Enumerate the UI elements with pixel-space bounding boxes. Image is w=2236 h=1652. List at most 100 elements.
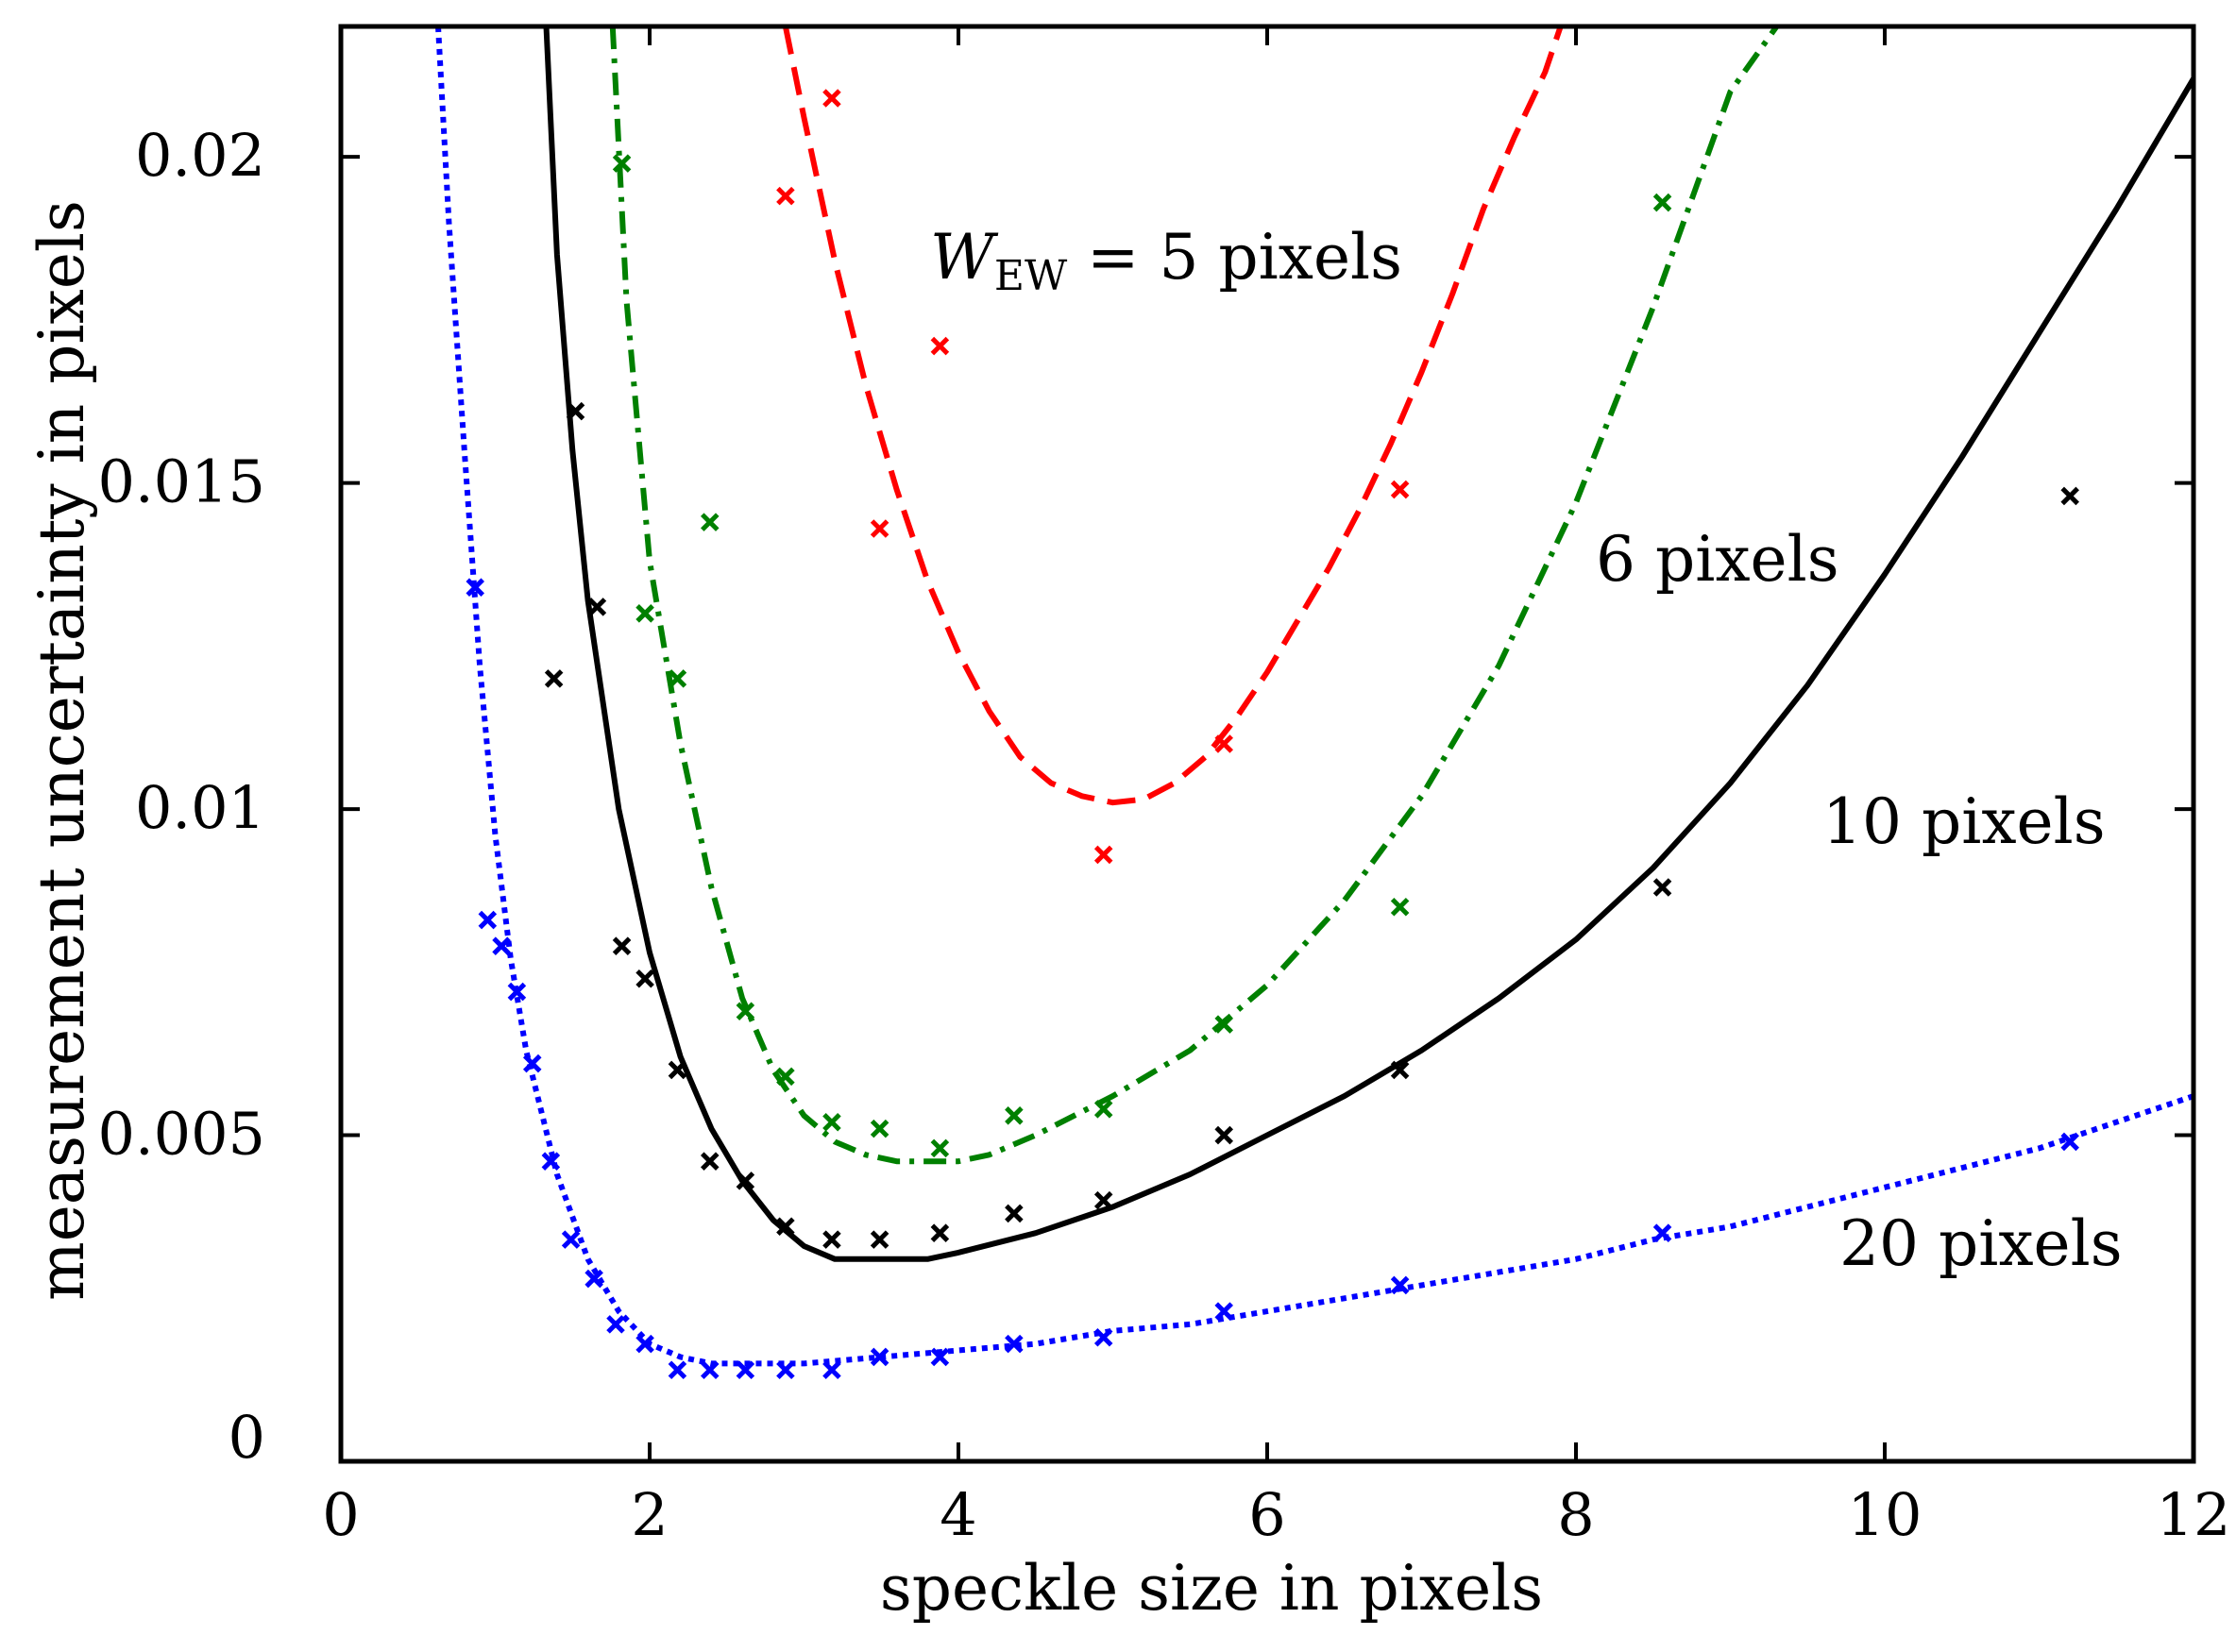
data-point bbox=[612, 154, 632, 173]
data-point bbox=[870, 519, 889, 538]
data-point-stroke bbox=[2060, 486, 2079, 506]
data-point-stroke bbox=[776, 1360, 795, 1380]
annotation-w6: 6 pixels bbox=[1596, 523, 1839, 596]
data-point bbox=[700, 513, 720, 531]
data-point-stroke bbox=[1652, 878, 1672, 897]
y-tick-label: 0.02 bbox=[135, 121, 265, 190]
data-point-stroke bbox=[1005, 1106, 1024, 1125]
data-point bbox=[870, 1119, 889, 1138]
x-tick-label: 4 bbox=[940, 1480, 976, 1549]
plot-frame bbox=[338, 24, 2196, 1464]
data-point bbox=[1390, 480, 1410, 499]
data-point bbox=[822, 1230, 841, 1249]
x-tick-label: 2 bbox=[631, 1480, 668, 1549]
annotation-w5-sub: EW bbox=[994, 252, 1068, 300]
data-point-stroke bbox=[668, 1360, 687, 1380]
data-point-stroke bbox=[492, 936, 511, 955]
data-point bbox=[522, 1054, 542, 1073]
data-point bbox=[1652, 878, 1672, 897]
data-point-stroke bbox=[612, 154, 632, 173]
data-point bbox=[584, 1269, 603, 1289]
data-point-stroke bbox=[1214, 1125, 1233, 1145]
data-point-stroke bbox=[566, 401, 585, 421]
y-tick-label: 0 bbox=[229, 1403, 265, 1472]
data-point-stroke bbox=[478, 910, 498, 930]
series-0 bbox=[776, 26, 1564, 865]
data-point bbox=[870, 1347, 889, 1367]
series-1 bbox=[609, 26, 1779, 1165]
annotation-w5-rest: = 5 pixels bbox=[1067, 221, 1402, 294]
data-point-stroke bbox=[612, 936, 632, 955]
annotation-w5-prefix: W bbox=[930, 221, 999, 294]
data-point bbox=[870, 1230, 889, 1249]
data-point bbox=[1093, 845, 1113, 865]
data-point-stroke bbox=[776, 1217, 795, 1237]
data-point-stroke bbox=[1214, 734, 1233, 753]
data-point bbox=[700, 1360, 720, 1380]
data-point bbox=[736, 1002, 755, 1021]
data-point bbox=[635, 604, 654, 623]
data-point-stroke bbox=[2060, 1132, 2079, 1152]
data-point-stroke bbox=[822, 89, 841, 108]
data-point-stroke bbox=[668, 1060, 687, 1080]
data-point-stroke bbox=[1093, 845, 1113, 865]
data-point-stroke bbox=[522, 1054, 542, 1073]
data-point-stroke bbox=[700, 1360, 720, 1380]
data-point-stroke bbox=[736, 1172, 755, 1190]
x-tick-label: 0 bbox=[322, 1480, 359, 1549]
data-point-stroke bbox=[700, 1152, 720, 1171]
x-tick-label: 8 bbox=[1557, 1480, 1594, 1549]
data-point-stroke bbox=[1005, 1204, 1024, 1223]
series-curve bbox=[543, 26, 2194, 1262]
data-point-stroke bbox=[870, 1347, 889, 1367]
x-axis-label: speckle size in pixels bbox=[880, 1552, 1543, 1625]
data-point-stroke bbox=[736, 1360, 755, 1380]
data-point bbox=[1093, 1327, 1113, 1347]
data-point-stroke bbox=[1214, 1015, 1233, 1034]
data-point-stroke bbox=[1214, 1302, 1233, 1321]
data-point-stroke bbox=[822, 1360, 841, 1380]
data-point-stroke bbox=[635, 1334, 654, 1354]
data-point bbox=[776, 1360, 795, 1380]
data-point-stroke bbox=[606, 1315, 625, 1334]
data-point bbox=[776, 1217, 795, 1237]
data-point bbox=[1390, 1060, 1410, 1080]
data-point-stroke bbox=[668, 669, 687, 688]
data-point bbox=[930, 336, 950, 356]
data-point bbox=[561, 1230, 581, 1249]
data-point-stroke bbox=[544, 669, 564, 688]
series-layer bbox=[435, 26, 2194, 1380]
data-point-stroke bbox=[870, 1230, 889, 1249]
y-tick-label: 0.005 bbox=[98, 1100, 266, 1169]
y-tick-label: 0.015 bbox=[98, 447, 266, 516]
data-point-stroke bbox=[507, 982, 527, 1002]
y-tick-label: 0.01 bbox=[135, 773, 265, 842]
data-point-stroke bbox=[930, 1347, 950, 1367]
data-point-stroke bbox=[1390, 1060, 1410, 1080]
series-3 bbox=[435, 26, 2194, 1380]
data-point-stroke bbox=[1093, 1190, 1113, 1210]
data-point-stroke bbox=[930, 1223, 950, 1242]
data-point-stroke bbox=[1390, 1275, 1410, 1295]
data-point bbox=[1214, 734, 1233, 753]
annotation-w5: WEW = 5 pixels bbox=[930, 221, 1402, 300]
data-point bbox=[736, 1360, 755, 1380]
x-tick-label: 6 bbox=[1248, 1480, 1285, 1549]
data-point bbox=[1214, 1015, 1233, 1034]
data-point bbox=[1005, 1106, 1024, 1125]
data-point-stroke bbox=[1390, 897, 1410, 917]
data-point bbox=[776, 186, 795, 206]
data-point bbox=[606, 1315, 625, 1334]
data-point bbox=[2060, 1132, 2079, 1152]
data-point bbox=[635, 969, 654, 988]
data-point bbox=[822, 89, 841, 108]
data-point-stroke bbox=[1093, 1327, 1113, 1347]
data-point bbox=[1093, 1100, 1113, 1119]
data-point bbox=[930, 1347, 950, 1367]
annotation-w20: 20 pixels bbox=[1839, 1207, 2123, 1280]
data-point-stroke bbox=[822, 1112, 841, 1132]
data-point-stroke bbox=[1005, 1334, 1024, 1354]
data-point bbox=[1005, 1204, 1024, 1223]
series-curve bbox=[782, 26, 1564, 806]
